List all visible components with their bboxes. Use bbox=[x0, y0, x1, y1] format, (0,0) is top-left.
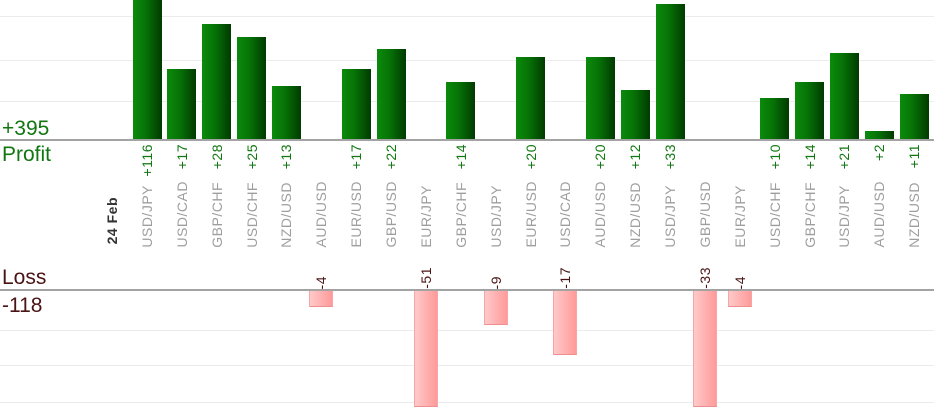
profit-value-label: +11 bbox=[906, 144, 922, 169]
profit-value-label: +116 bbox=[139, 144, 155, 177]
loss-value-label: -9 bbox=[488, 275, 504, 289]
profit-value-label: +20 bbox=[592, 144, 608, 170]
x-tick-date: 24 Feb bbox=[104, 196, 120, 244]
loss-bar-eur-jpy bbox=[414, 291, 438, 407]
x-tick-currency-pair: EUR/USD bbox=[348, 181, 364, 248]
profit-bar-usd-chf bbox=[760, 98, 789, 139]
profit-bar-usd-chf bbox=[237, 37, 266, 139]
profit-value-label: +2 bbox=[871, 144, 887, 161]
profit-value-label: +14 bbox=[453, 144, 469, 170]
x-tick-currency-pair: GBP/CHF bbox=[802, 182, 818, 248]
profit-value-label: +20 bbox=[523, 144, 539, 170]
loss-total: -118 bbox=[2, 294, 43, 317]
x-tick-currency-pair: USD/JPY bbox=[488, 185, 504, 248]
loss-bar-eur-jpy bbox=[728, 291, 752, 307]
x-tick-currency-pair: NZD/USD bbox=[906, 182, 922, 248]
profit-value-label: +21 bbox=[836, 144, 852, 170]
loss-baseline-axis bbox=[0, 289, 934, 291]
loss-gridline-30 bbox=[0, 402, 934, 403]
profit-bar-aud-usd bbox=[586, 57, 615, 139]
x-tick-currency-pair: AUD/USD bbox=[592, 181, 608, 248]
profit-value-label: +17 bbox=[348, 144, 364, 170]
x-tick-currency-pair: USD/JPY bbox=[662, 185, 678, 248]
profit-value-label: +14 bbox=[802, 144, 818, 170]
loss-bar-usd-cad bbox=[553, 291, 577, 355]
x-tick-currency-pair: AUD/USD bbox=[871, 181, 887, 248]
x-tick-currency-pair: GBP/USD bbox=[383, 181, 399, 248]
profit-bar-usd-jpy bbox=[656, 4, 685, 139]
profit-bar-nzd-usd bbox=[621, 90, 650, 139]
profit-bar-gbp-chf bbox=[202, 24, 231, 139]
profit-value-label: +33 bbox=[662, 144, 678, 170]
loss-axis-title: Loss bbox=[2, 266, 47, 289]
x-tick-currency-pair: USD/CAD bbox=[174, 181, 190, 248]
loss-bar-aud-usd bbox=[309, 291, 333, 307]
x-tick-currency-pair: GBP/CHF bbox=[209, 182, 225, 248]
x-tick-currency-pair: NZD/USD bbox=[278, 182, 294, 248]
x-tick-currency-pair: USD/JPY bbox=[836, 185, 852, 248]
x-tick-currency-pair: USD/CHF bbox=[767, 182, 783, 248]
profit-bar-usd-jpy bbox=[830, 53, 859, 139]
loss-value-label: -51 bbox=[418, 267, 434, 289]
loss-gridline-20 bbox=[0, 365, 934, 366]
profit-value-label: +28 bbox=[209, 144, 225, 170]
profit-bar-usd-cad bbox=[167, 69, 196, 139]
x-tick-currency-pair: USD/CAD bbox=[557, 181, 573, 248]
profit-value-label: +12 bbox=[627, 144, 643, 170]
profit-bar-gbp-usd bbox=[377, 49, 406, 139]
profit-chart-area bbox=[0, 0, 934, 139]
profit-bar-usd-jpy bbox=[133, 0, 162, 139]
profit-value-label: +13 bbox=[278, 144, 294, 170]
x-tick-currency-pair: GBP/CHF bbox=[453, 182, 469, 248]
profit-bar-aud-usd bbox=[865, 131, 894, 139]
profit-axis-title: Profit bbox=[2, 143, 52, 166]
loss-value-label: -4 bbox=[732, 275, 748, 289]
loss-value-label: -4 bbox=[313, 275, 329, 289]
loss-bar-usd-jpy bbox=[484, 291, 508, 325]
profit-bar-eur-usd bbox=[516, 57, 545, 139]
profit-total: +395 bbox=[2, 117, 50, 140]
profit-gridline-20 bbox=[0, 60, 934, 61]
profit-value-label: +22 bbox=[383, 144, 399, 170]
loss-bar-gbp-usd bbox=[693, 291, 717, 407]
x-tick-currency-pair: EUR/JPY bbox=[732, 185, 748, 248]
loss-value-label: -17 bbox=[557, 267, 573, 289]
loss-gridline-10 bbox=[0, 330, 934, 331]
x-tick-currency-pair: AUD/USD bbox=[313, 181, 329, 248]
x-tick-currency-pair: EUR/USD bbox=[523, 181, 539, 248]
x-tick-currency-pair: USD/CHF bbox=[244, 182, 260, 248]
x-tick-currency-pair: EUR/JPY bbox=[418, 185, 434, 248]
profit-bar-gbp-chf bbox=[446, 82, 475, 139]
profit-bar-gbp-chf bbox=[795, 82, 824, 139]
x-tick-currency-pair: USD/JPY bbox=[139, 185, 155, 248]
profit-bar-eur-usd bbox=[342, 69, 371, 139]
profit-value-label: +17 bbox=[174, 144, 190, 170]
x-tick-currency-pair: NZD/USD bbox=[627, 182, 643, 248]
profit-bar-nzd-usd bbox=[272, 86, 301, 139]
profit-bar-nzd-usd bbox=[900, 94, 929, 139]
loss-value-label: -33 bbox=[697, 267, 713, 289]
profit-baseline-axis bbox=[0, 139, 934, 141]
profit-value-label: +25 bbox=[244, 144, 260, 170]
x-tick-currency-pair: GBP/USD bbox=[697, 181, 713, 248]
loss-chart-area bbox=[0, 291, 934, 407]
profit-value-label: +10 bbox=[767, 144, 783, 170]
profit-gridline-30 bbox=[0, 16, 934, 17]
